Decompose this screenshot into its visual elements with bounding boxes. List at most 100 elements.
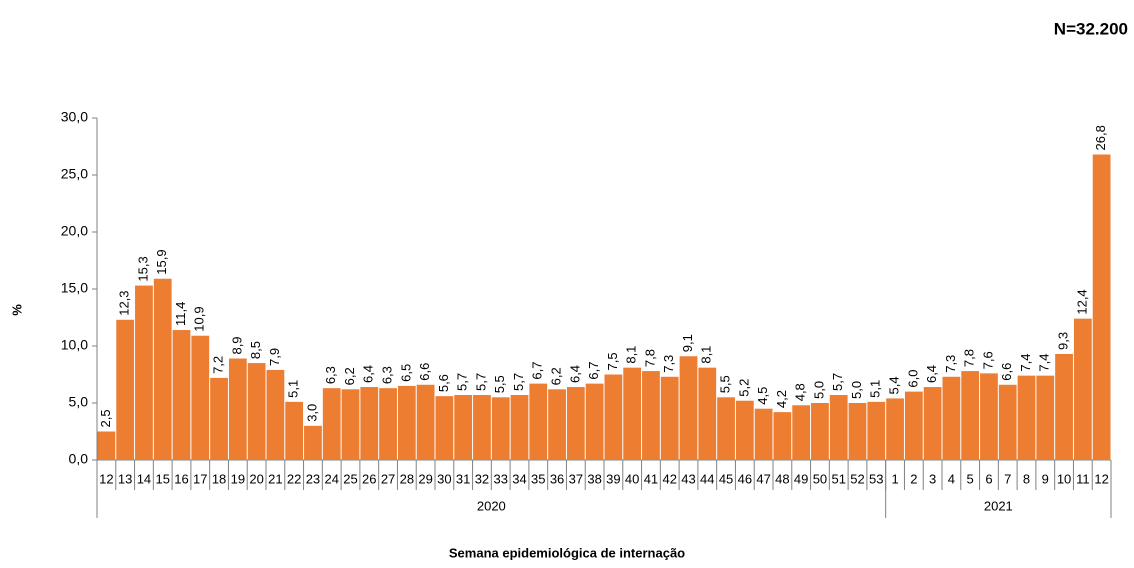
bar bbox=[247, 363, 266, 460]
x-tick-label: 41 bbox=[644, 471, 658, 486]
data-label: 7,3 bbox=[661, 355, 676, 373]
bar bbox=[829, 395, 848, 460]
x-tick-label: 42 bbox=[662, 471, 676, 486]
data-label: 6,5 bbox=[398, 364, 413, 382]
data-label: 6,6 bbox=[999, 363, 1014, 381]
x-tick-label: 28 bbox=[400, 471, 414, 486]
x-axis-title: Semana epidemiológica de internação bbox=[449, 545, 685, 560]
data-label: 8,1 bbox=[699, 346, 714, 364]
bar bbox=[435, 396, 454, 460]
bar bbox=[116, 319, 135, 460]
bar bbox=[172, 330, 191, 460]
x-tick-label: 21 bbox=[268, 471, 282, 486]
y-tick-label: 10,0 bbox=[61, 337, 88, 353]
data-label: 4,5 bbox=[755, 387, 770, 405]
x-tick-label: 50 bbox=[813, 471, 827, 486]
x-tick-label: 34 bbox=[512, 471, 526, 486]
x-tick-label: 43 bbox=[681, 471, 695, 486]
data-label: 5,1 bbox=[286, 380, 301, 398]
y-tick-label: 5,0 bbox=[69, 394, 89, 410]
data-label: 26,8 bbox=[1093, 125, 1108, 150]
bar bbox=[604, 374, 623, 460]
x-tick-label: 2 bbox=[910, 471, 917, 486]
data-label: 8,9 bbox=[229, 336, 244, 354]
x-tick-label: 47 bbox=[756, 471, 770, 486]
x-tick-label: 38 bbox=[587, 471, 601, 486]
data-label: 6,4 bbox=[567, 365, 582, 383]
x-tick-label: 1 bbox=[891, 471, 898, 486]
data-label: 6,2 bbox=[342, 367, 357, 385]
x-tick-label: 12 bbox=[99, 471, 113, 486]
x-tick-label: 31 bbox=[456, 471, 470, 486]
x-tick-label: 32 bbox=[475, 471, 489, 486]
data-label: 6,0 bbox=[905, 370, 920, 388]
data-label: 3,0 bbox=[304, 404, 319, 422]
data-label: 6,3 bbox=[379, 366, 394, 384]
bar bbox=[1092, 154, 1111, 461]
bar bbox=[904, 391, 923, 460]
data-label: 7,8 bbox=[642, 349, 657, 367]
data-label: 7,4 bbox=[1018, 354, 1033, 372]
x-tick-label: 52 bbox=[850, 471, 864, 486]
data-label: 6,4 bbox=[924, 365, 939, 383]
bar bbox=[360, 387, 379, 460]
data-label: 5,1 bbox=[868, 380, 883, 398]
bar bbox=[322, 388, 341, 460]
x-tick-label: 19 bbox=[231, 471, 245, 486]
group-label: 2020 bbox=[477, 498, 506, 513]
x-tick-label: 27 bbox=[381, 471, 395, 486]
bar bbox=[491, 397, 510, 460]
x-tick-label: 51 bbox=[831, 471, 845, 486]
data-label: 10,9 bbox=[192, 306, 207, 331]
data-label: 8,1 bbox=[624, 346, 639, 364]
bar bbox=[397, 385, 416, 460]
data-label: 5,7 bbox=[473, 373, 488, 391]
bar bbox=[698, 367, 717, 460]
data-label: 7,3 bbox=[943, 355, 958, 373]
bar bbox=[510, 395, 529, 460]
bar bbox=[266, 369, 285, 460]
x-tick-label: 20 bbox=[249, 471, 263, 486]
bar bbox=[566, 387, 585, 460]
data-label: 15,3 bbox=[135, 256, 150, 281]
x-tick-label: 24 bbox=[324, 471, 338, 486]
bar bbox=[153, 278, 172, 460]
x-tick-label: 23 bbox=[306, 471, 320, 486]
y-tick-label: 0,0 bbox=[69, 451, 89, 467]
bar bbox=[923, 387, 942, 460]
bar bbox=[285, 401, 304, 460]
bar bbox=[623, 367, 642, 460]
bar bbox=[1017, 375, 1036, 460]
data-label: 7,8 bbox=[962, 349, 977, 367]
x-tick-label: 37 bbox=[569, 471, 583, 486]
x-tick-label: 39 bbox=[606, 471, 620, 486]
data-label: 6,4 bbox=[361, 365, 376, 383]
x-tick-label: 6 bbox=[985, 471, 992, 486]
data-label: 9,3 bbox=[1055, 332, 1070, 350]
bar bbox=[773, 412, 792, 460]
bar bbox=[1055, 353, 1073, 460]
x-tick-label: 14 bbox=[137, 471, 151, 486]
bar bbox=[679, 356, 698, 460]
x-tick-label: 29 bbox=[418, 471, 432, 486]
data-label: 15,9 bbox=[154, 249, 169, 274]
x-tick-label: 49 bbox=[794, 471, 808, 486]
data-label: 4,2 bbox=[774, 390, 789, 408]
data-label: 5,7 bbox=[455, 373, 470, 391]
x-tick-label: 13 bbox=[118, 471, 132, 486]
data-label: 5,7 bbox=[511, 373, 526, 391]
x-tick-label: 17 bbox=[193, 471, 207, 486]
x-tick-label: 46 bbox=[738, 471, 752, 486]
bar bbox=[1036, 375, 1055, 460]
bar bbox=[792, 405, 811, 460]
data-label: 7,5 bbox=[605, 352, 620, 370]
data-label: 5,6 bbox=[436, 374, 451, 392]
y-tick-label: 30,0 bbox=[61, 109, 88, 125]
x-tick-label: 30 bbox=[437, 471, 451, 486]
x-tick-label: 25 bbox=[343, 471, 357, 486]
data-label: 12,3 bbox=[117, 290, 132, 315]
bar bbox=[585, 383, 604, 460]
x-tick-label: 15 bbox=[155, 471, 169, 486]
data-label: 5,0 bbox=[849, 381, 864, 399]
